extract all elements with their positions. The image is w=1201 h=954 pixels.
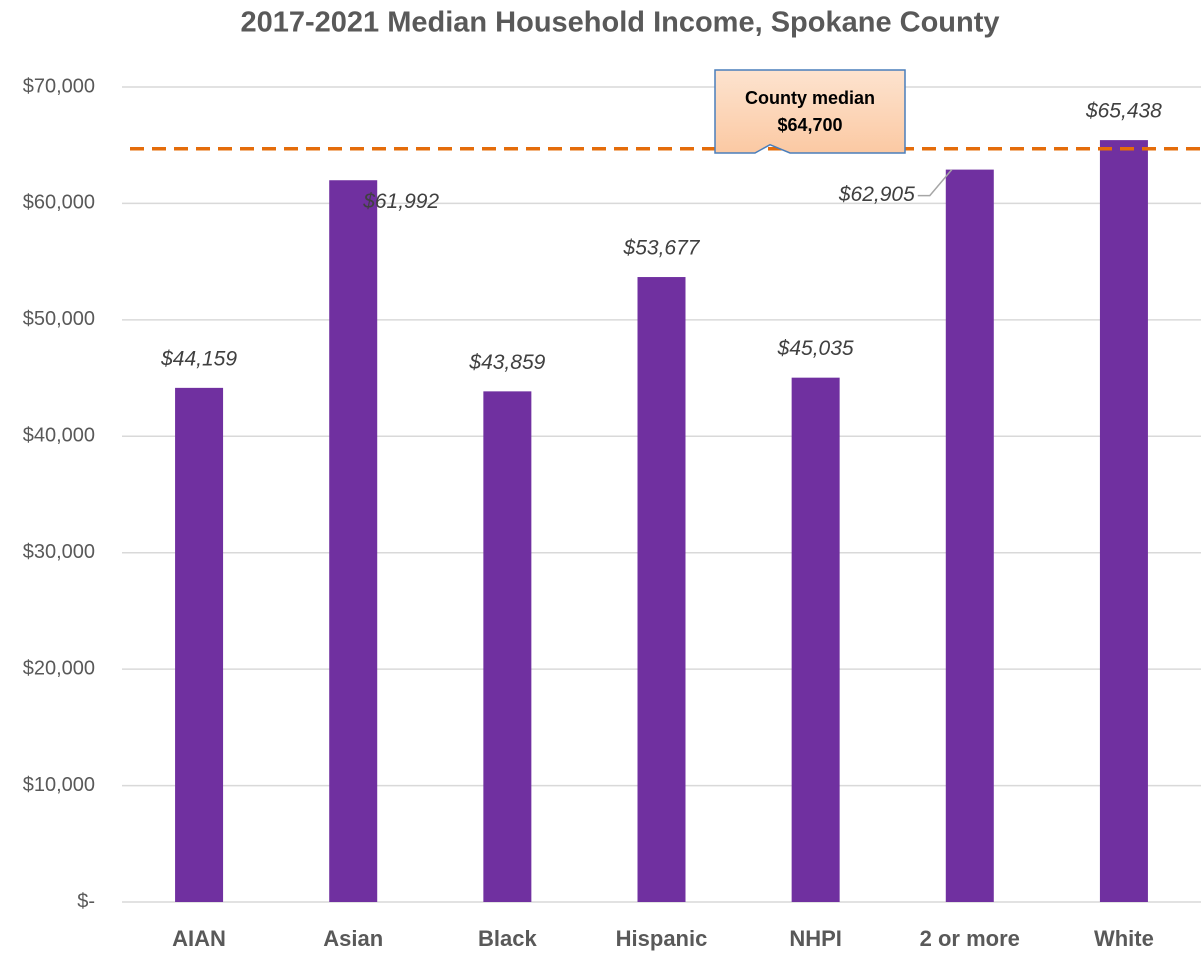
- data-label: $44,159: [160, 347, 237, 370]
- data-label: $45,035: [777, 337, 854, 360]
- bar: [637, 277, 686, 902]
- data-label: $62,905: [838, 183, 915, 206]
- y-tick-label: $30,000: [23, 541, 95, 563]
- data-label: $61,992: [362, 190, 439, 213]
- leader-line: [917, 169, 953, 197]
- bar: [791, 377, 840, 902]
- bar: [175, 387, 224, 903]
- data-label: $43,859: [468, 351, 545, 374]
- bar: [329, 180, 378, 903]
- bar: [483, 391, 532, 902]
- x-tick-label: Hispanic: [616, 926, 708, 951]
- y-tick-label: $60,000: [23, 192, 95, 214]
- callout-box: [714, 69, 906, 154]
- callout-value: $64,700: [777, 115, 842, 135]
- y-tick-label: $10,000: [23, 774, 95, 796]
- data-label: $53,677: [623, 237, 701, 260]
- y-tick-label: $40,000: [23, 425, 95, 447]
- x-tick-label: White: [1094, 926, 1154, 951]
- x-tick-label: NHPI: [789, 926, 842, 951]
- y-tick-label: $50,000: [23, 308, 95, 330]
- bar: [1099, 140, 1148, 902]
- bar: [945, 169, 994, 902]
- callout-label: County median: [745, 88, 875, 108]
- x-tick-label: 2 or more: [920, 926, 1020, 951]
- y-tick-label: $20,000: [23, 657, 95, 679]
- x-tick-label: Asian: [323, 926, 383, 951]
- chart-title: 2017-2021 Median Household Income, Spoka…: [240, 7, 999, 39]
- data-label: $65,438: [1085, 100, 1162, 123]
- x-tick-label: Black: [478, 926, 537, 951]
- y-tick-label: $70,000: [23, 75, 95, 97]
- x-tick-label: AIAN: [172, 926, 226, 951]
- y-tick-label: $-: [77, 890, 95, 912]
